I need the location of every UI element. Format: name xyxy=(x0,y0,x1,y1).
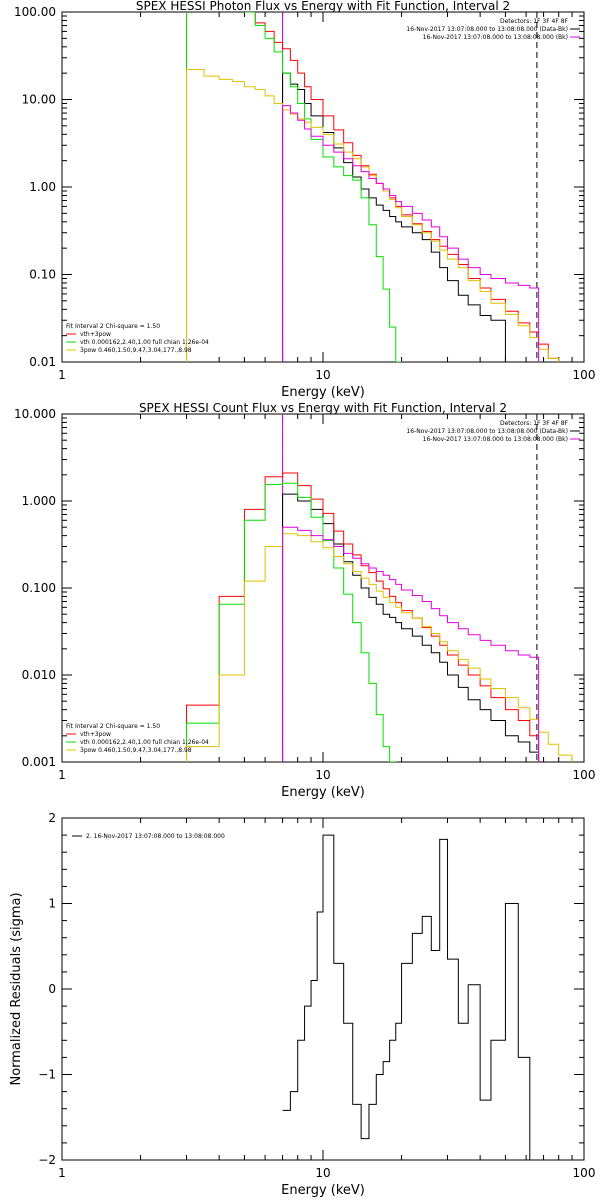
x-tick-label: 1 xyxy=(58,768,66,782)
y-tick-label: −1 xyxy=(38,1068,56,1082)
series-background xyxy=(282,526,540,762)
y-tick-label: 0.010 xyxy=(22,668,56,682)
x-tick-label: 10 xyxy=(315,1166,330,1180)
legend-item: 3pow 0.460,1.50,9.47,3.04,177.,8.98 xyxy=(80,747,192,754)
y-tick-label: 10.000 xyxy=(14,407,56,421)
time-range-bk: 16-Nov-2017 13:07:08.000 to 13:08:08.000… xyxy=(423,34,568,41)
count-flux-chart: SPEX HESSI Count Flux vs Energy with Fit… xyxy=(14,401,596,800)
legend-item: vth+3pow xyxy=(80,731,111,738)
legend-item: vth+3pow xyxy=(80,331,111,338)
y-tick-label: 1.000 xyxy=(22,494,56,508)
legend: Fit Interval 2 Chi-square = 1.50vth+3pow… xyxy=(66,723,209,754)
y-tick-label: 0.01 xyxy=(29,355,56,369)
legend-item: vth 0.000162,2.40,1.00 full chian 1.26e-… xyxy=(80,739,209,746)
time-range-data: 16-Nov-2017 13:07:08.000 to 13:08:08.000… xyxy=(406,26,568,33)
x-tick-label: 1 xyxy=(58,1166,66,1180)
legend-item: 3pow 0.460,1.50,9.47,3.04,177.,8.98 xyxy=(80,347,192,354)
detectors-label: Detectors: 1F 3F 4F 8F xyxy=(500,420,569,427)
series-vth-3pow xyxy=(186,12,560,362)
x-tick-label: 1 xyxy=(58,368,66,382)
x-axis-label: Energy (keV) xyxy=(281,385,365,400)
y-tick-label: 0 xyxy=(48,982,56,996)
legend-item: vth 0.000162,2.40,1.00 full chian 1.26e-… xyxy=(80,339,209,346)
y-tick-label: −2 xyxy=(38,1153,56,1167)
y-tick-label: 0.001 xyxy=(22,755,56,769)
series-group xyxy=(186,472,573,762)
legend-fit-label: Fit Interval 2 Chi-square = 1.50 xyxy=(66,323,160,330)
y-tick-label: 10.00 xyxy=(22,93,56,107)
x-tick-label: 100 xyxy=(573,1166,596,1180)
series-vth xyxy=(186,482,397,762)
y-tick-label: 0.10 xyxy=(29,268,56,282)
x-tick-label: 100 xyxy=(573,768,596,782)
x-tick-label: 10 xyxy=(315,768,330,782)
residuals-chart: 1 10 100 Energy (keV) −2 −1 0 1 2 Normalized Resi… xyxy=(9,811,596,1198)
y-tick-label: 1 xyxy=(48,897,56,911)
legend-fit-label: Fit Interval 2 Chi-square = 1.50 xyxy=(66,723,160,730)
series-group xyxy=(186,12,560,362)
series-data xyxy=(282,72,506,362)
y-tick-label: 1.00 xyxy=(29,180,56,194)
series-vth xyxy=(186,12,403,362)
chart-title: SPEX HESSI Count Flux vs Energy with Fit… xyxy=(139,401,507,415)
legend: 2. 16-Nov-2017 13:07:08.000 to 13:08:08.… xyxy=(72,833,225,840)
series-group xyxy=(282,834,531,1160)
x-axis-label: Energy (keV) xyxy=(281,785,365,800)
series-background xyxy=(282,105,540,362)
series-3pow xyxy=(186,533,573,762)
time-range-bk: 16-Nov-2017 13:07:08.000 to 13:08:08.000… xyxy=(423,436,568,443)
legend-item: 2. 16-Nov-2017 13:07:08.000 to 13:08:08.… xyxy=(86,833,225,840)
detectors-label: Detectors: 1F 3F 4F 8F xyxy=(500,18,569,25)
series-residuals xyxy=(282,834,531,1160)
y-tick-label: 0.100 xyxy=(22,581,56,595)
series-3pow xyxy=(186,69,560,362)
legend: Fit Interval 2 Chi-square = 1.50vth+3pow… xyxy=(66,323,209,354)
time-range-data: 16-Nov-2017 13:07:08.000 to 13:08:08.000… xyxy=(406,428,568,435)
y-tick-label: 2 xyxy=(48,811,56,825)
series-vth-3pow xyxy=(186,472,540,762)
x-tick-label: 10 xyxy=(315,368,330,382)
photon-flux-chart: SPEX HESSI Photon Flux vs Energy with Fi… xyxy=(14,0,596,400)
x-axis-label: Energy (keV) xyxy=(281,1183,365,1198)
x-tick-label: 100 xyxy=(573,368,596,382)
chart-title: SPEX HESSI Photon Flux vs Energy with Fi… xyxy=(136,0,510,13)
y-tick-label: 100.00 xyxy=(14,5,56,19)
y-axis-label: Normalized Residuals (sigma) xyxy=(9,892,24,1085)
